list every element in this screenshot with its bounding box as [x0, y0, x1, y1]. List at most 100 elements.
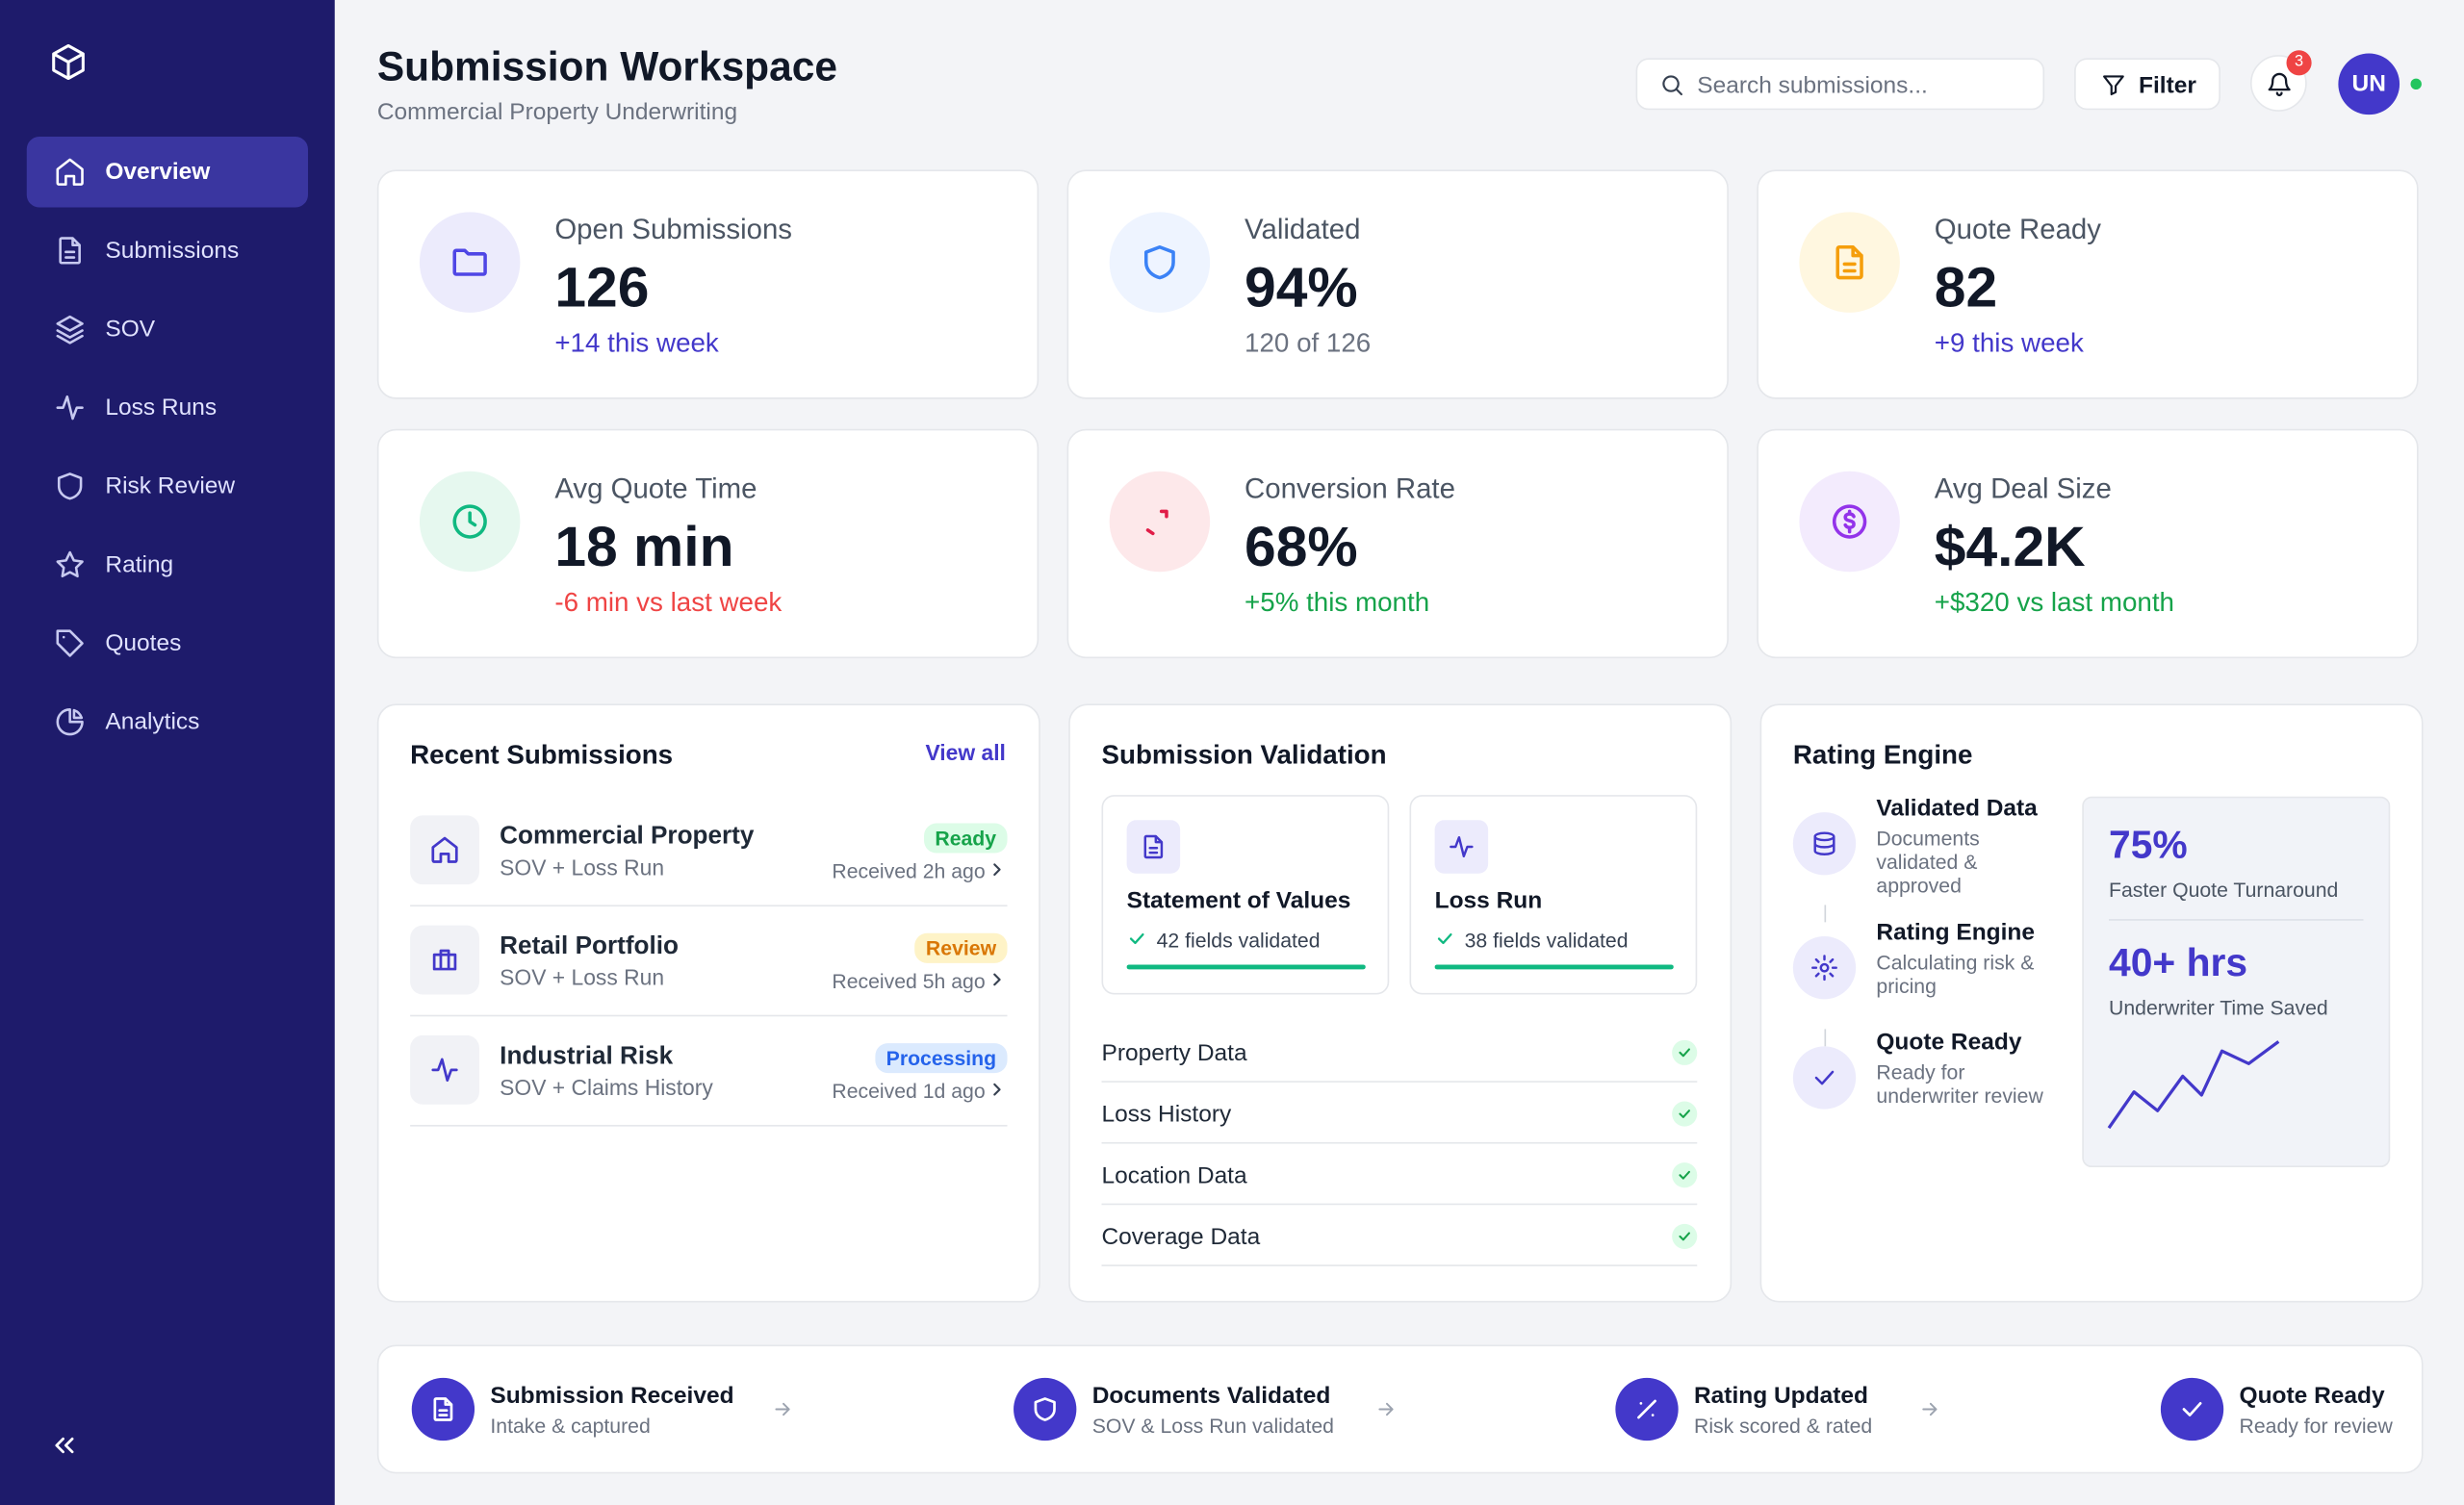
- icon: [1811, 955, 1837, 982]
- status-badge: Ready: [923, 823, 1008, 854]
- nav-item[interactable]: Overview: [26, 137, 308, 208]
- icon: [1437, 932, 1452, 945]
- document-name: Statement of Values: [1126, 887, 1351, 915]
- recent-submissions-panel: Recent Submissions View all Commercial Pro…: [376, 703, 1040, 1303]
- icon-shape: [55, 1437, 74, 1454]
- icon-shape: [1835, 244, 1863, 280]
- document-icon-glyph: [1448, 832, 1476, 860]
- row-chevron: [987, 1080, 1007, 1100]
- search-box[interactable]: Search submissions...: [1635, 58, 2045, 111]
- icon-shape: [993, 863, 1001, 877]
- icon: [1814, 1070, 1835, 1085]
- stat-card: Conversion Rate 68% +5% this month: [1066, 428, 1729, 659]
- icon: [993, 1083, 1001, 1096]
- step-desc: Ready for underwriter review: [1876, 1060, 2043, 1109]
- filter-button[interactable]: Filter: [2074, 58, 2220, 111]
- submission-icon: [410, 1034, 479, 1105]
- icon-shape: [56, 708, 84, 736]
- icon-shape: [1811, 955, 1837, 982]
- check-label: Loss History: [1101, 1101, 1232, 1129]
- collapse-button[interactable]: [49, 1430, 81, 1462]
- nav-item[interactable]: Loss Runs: [27, 372, 308, 443]
- pipeline-name: Rating Updated: [1693, 1382, 1868, 1410]
- icon-shape: [1832, 504, 1867, 539]
- icon: [993, 863, 1001, 877]
- check-circle: [1672, 1223, 1698, 1249]
- step-icon-glyph: [1810, 1063, 1838, 1091]
- pipeline-arrow: [1375, 1398, 1398, 1420]
- submission-row[interactable]: Retail Portfolio SOV + Loss Run Review Rece…: [410, 924, 1008, 1017]
- pipeline-icon-glyph: [1632, 1395, 1660, 1423]
- nav-item[interactable]: Analytics: [27, 686, 308, 756]
- row-chevron: [987, 859, 1007, 880]
- nav-item[interactable]: Rating: [27, 529, 308, 599]
- check-circle: [1672, 1039, 1698, 1065]
- icon-shape: [1679, 1110, 1690, 1118]
- received-time: Received 1d ago: [832, 1079, 986, 1104]
- trend-sparkline: [2106, 1033, 2287, 1135]
- nav-icon: [54, 234, 87, 267]
- icon: [2103, 75, 2124, 96]
- stat-note: +9 this week: [1934, 328, 2084, 359]
- check-row: Location Data: [1101, 1147, 1698, 1206]
- pipeline-icon-glyph: [2178, 1395, 2206, 1423]
- icon: [2268, 72, 2291, 97]
- icon-shape: [52, 43, 85, 81]
- nav-icon: [54, 705, 87, 738]
- icon: [1034, 1397, 1056, 1421]
- icon: [431, 1058, 458, 1083]
- step-icon: [1792, 1046, 1857, 1110]
- icon-shape: [56, 550, 84, 578]
- avatar[interactable]: UN: [2338, 53, 2400, 115]
- stat-card: Open Submissions 126 +14 this week: [376, 169, 1040, 399]
- view-all-link[interactable]: View all: [925, 739, 1006, 766]
- metric-label: Faster Quote Turnaround: [2109, 878, 2339, 903]
- pipeline-arrow: [1918, 1398, 1940, 1420]
- icon-shape: [1450, 835, 1474, 858]
- icon: [57, 472, 83, 500]
- nav-item[interactable]: SOV: [27, 293, 308, 364]
- icon: [56, 708, 84, 736]
- icon: [1378, 1402, 1394, 1416]
- progress-bar: [1434, 964, 1674, 970]
- stat-icon: [1109, 212, 1211, 313]
- panel-title: Submission Validation: [1101, 739, 1387, 770]
- icon-shape: [2103, 75, 2124, 96]
- pipeline-icon-glyph: [1031, 1395, 1059, 1423]
- notification-badge: 3: [2286, 50, 2312, 76]
- icon-shape: [1378, 1402, 1394, 1416]
- submission-row[interactable]: Commercial Property SOV + Loss Run Ready Re…: [410, 814, 1008, 907]
- icon-shape: [1637, 1399, 1656, 1419]
- icon-shape: [56, 158, 84, 186]
- pipeline-icon: [1014, 1377, 1077, 1441]
- icon: [56, 629, 84, 657]
- stat-icon-glyph: [1140, 242, 1180, 282]
- stat-value: $4.2K: [1934, 513, 2086, 578]
- icon: [1662, 75, 1683, 96]
- step-icon: [1792, 812, 1857, 876]
- stat-icon-glyph: [1829, 501, 1869, 542]
- nav-label: Quotes: [105, 629, 182, 657]
- stat-icon-glyph: [1140, 501, 1180, 542]
- nav-label: Analytics: [105, 708, 200, 736]
- nav-label: Rating: [105, 551, 174, 578]
- nav-icon: [54, 156, 87, 189]
- icon-shape: [59, 237, 81, 265]
- nav-item[interactable]: Quotes: [27, 608, 308, 678]
- nav-label: SOV: [105, 316, 156, 343]
- nav-item[interactable]: Submissions: [27, 216, 308, 286]
- icon-shape: [432, 949, 457, 971]
- sidebar: Overview Submissions SOV Loss Runs Risk Revi…: [0, 0, 335, 1505]
- submission-row[interactable]: Industrial Risk SOV + Claims History Proce…: [410, 1033, 1008, 1127]
- nav-item[interactable]: Risk Review: [27, 451, 308, 522]
- metrics-box: 75% Faster Quote Turnaround 40+ hrs Underwr…: [2082, 796, 2391, 1168]
- stat-icon: [1109, 471, 1211, 573]
- stat-icon: [1799, 212, 1900, 313]
- progress-bar: [1126, 964, 1366, 970]
- logo: [49, 42, 89, 82]
- submission-icon-glyph: [429, 1055, 461, 1086]
- stat-value: 68%: [1245, 513, 1358, 578]
- document-icon-glyph: [1140, 832, 1168, 860]
- page-subtitle: Commercial Property Underwriting: [376, 98, 738, 126]
